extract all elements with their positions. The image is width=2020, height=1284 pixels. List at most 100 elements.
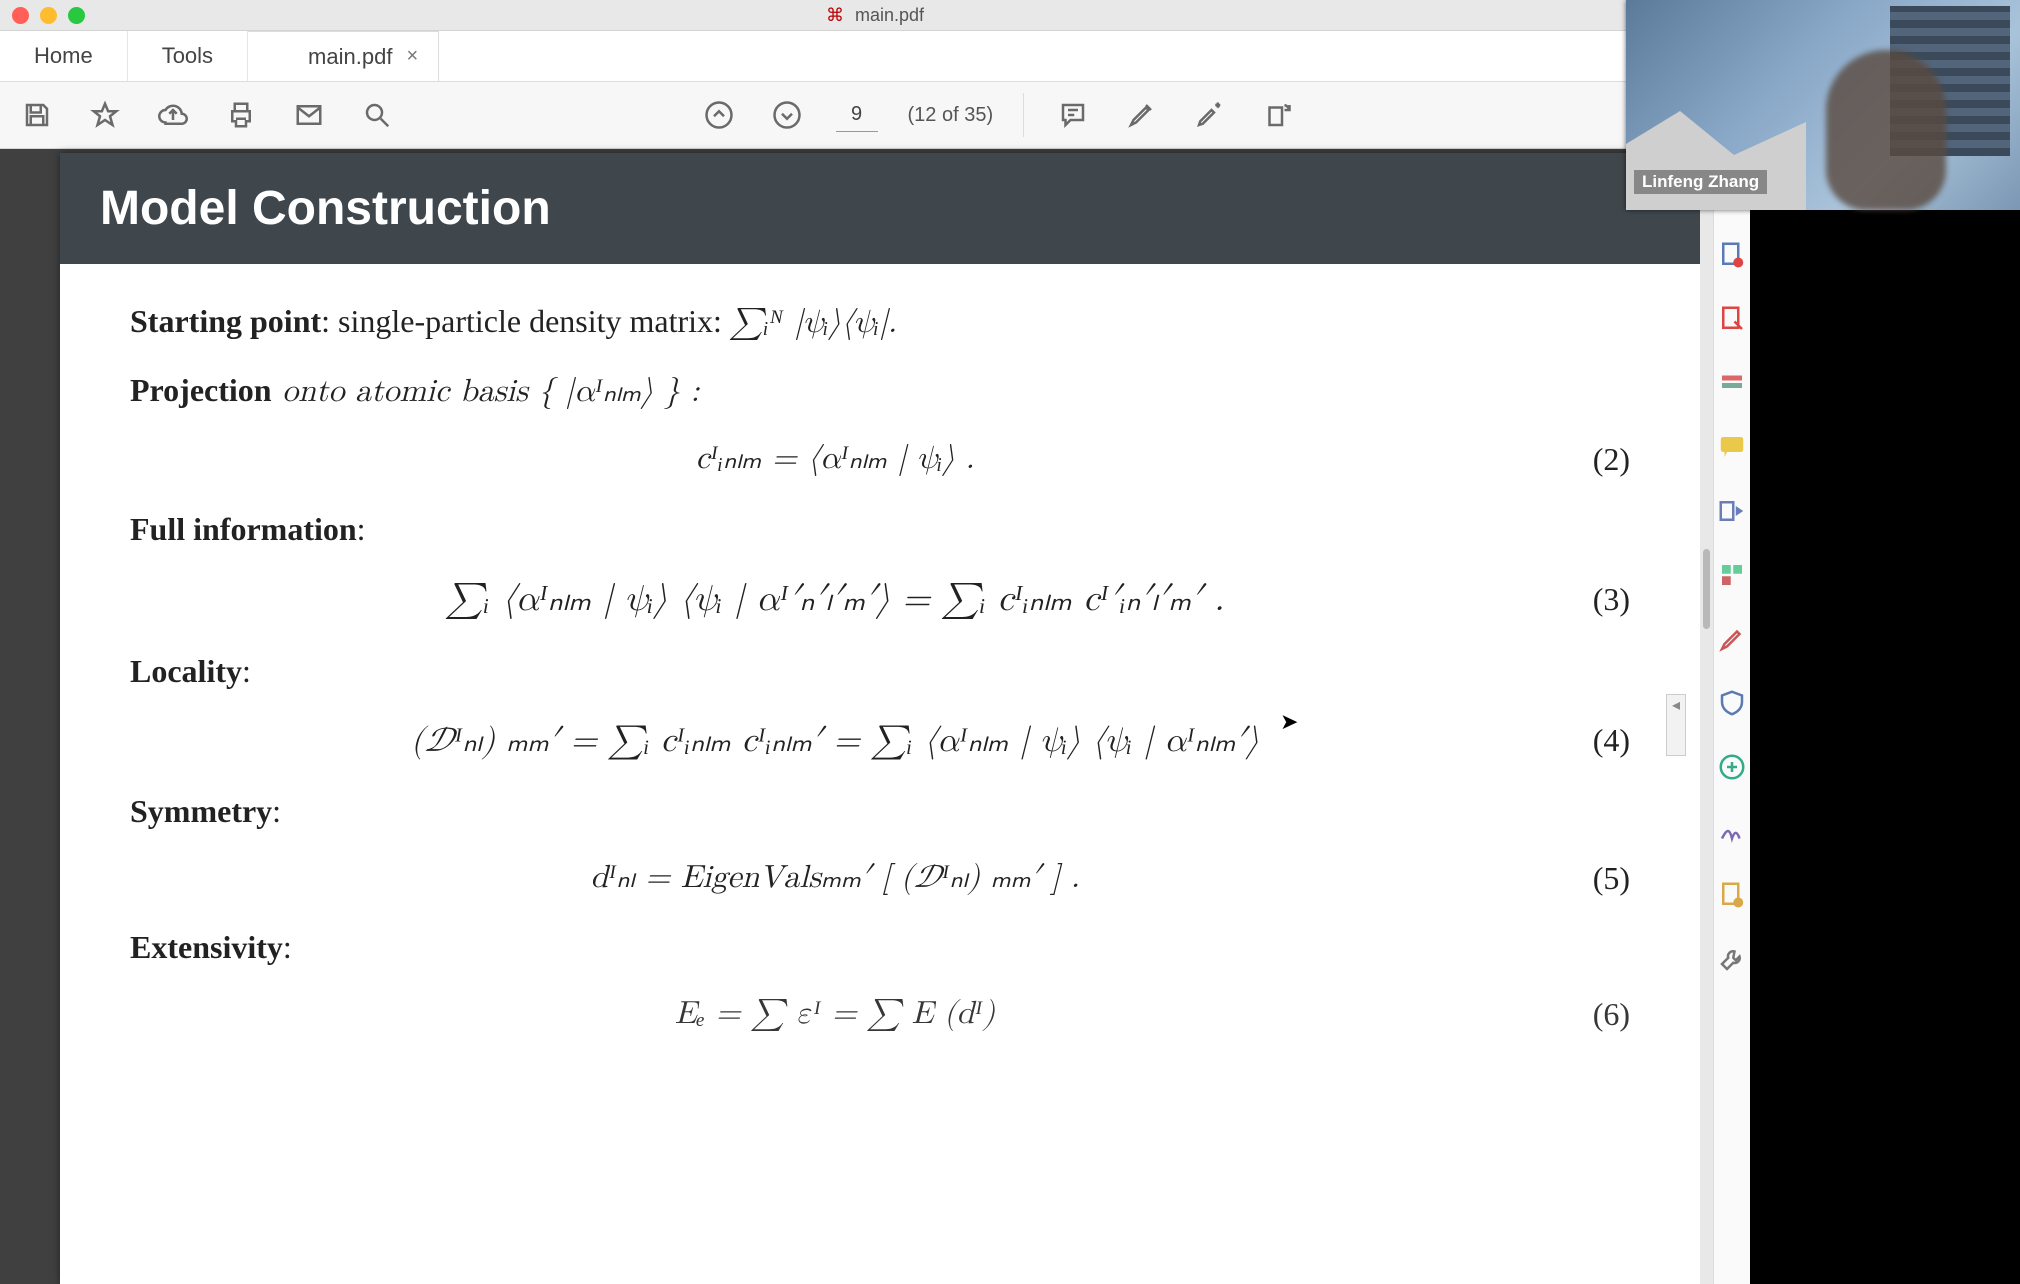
- email-button[interactable]: [290, 96, 328, 134]
- equation-4: (𝒟ᴵₙₗ) ₘₘ′ = ∑ᵢ cᴵᵢₙₗₘ cᴵᵢₙₗₘ′ = ∑ᵢ ⟨αᴵₙ…: [130, 714, 1540, 768]
- print-button[interactable]: [222, 96, 260, 134]
- maximize-window-button[interactable]: [68, 7, 85, 24]
- symmetry-label: Symmetry: [130, 793, 272, 829]
- page-number-input[interactable]: 9: [836, 99, 878, 132]
- tools-rail: [1713, 149, 1750, 1284]
- section-locality: Locality:: [130, 646, 1630, 697]
- equation-6-row: Eₑ = ∑ εᴵ = ∑ E (dᴵ) (6): [130, 989, 1630, 1040]
- section-extensivity: Extensivity:: [130, 922, 1630, 973]
- draw-button[interactable]: [1190, 96, 1228, 134]
- pencil-spark-icon: [1194, 100, 1224, 130]
- tab-tools-label: Tools: [162, 43, 213, 69]
- equation-5-number: (5): [1540, 853, 1630, 904]
- equation-6-number: (6): [1540, 989, 1630, 1040]
- signature-icon: [1717, 816, 1747, 846]
- save-button[interactable]: [18, 96, 56, 134]
- section-symmetry: Symmetry:: [130, 786, 1630, 837]
- projection-label: Projection: [130, 372, 272, 408]
- highlighter-icon: [1126, 100, 1156, 130]
- equation-3-number: (3): [1540, 574, 1630, 625]
- page-down-button[interactable]: [768, 96, 806, 134]
- section-starting-point: Starting point: single-particle density …: [130, 296, 1630, 349]
- vertical-scrollbar[interactable]: [1700, 149, 1713, 1284]
- rotate-button[interactable]: [1258, 96, 1296, 134]
- close-tab-icon[interactable]: ×: [406, 45, 418, 68]
- pdf-file-icon: ⌘: [826, 5, 844, 25]
- pdf-page: Model Construction Starting point: singl…: [60, 153, 1700, 1284]
- starting-point-formula: ∑ᵢᴺ |ψᵢ⟩⟨ψᵢ|.: [730, 307, 897, 339]
- combine-files-icon: [1717, 496, 1747, 526]
- save-icon: [22, 100, 52, 130]
- page-gutter: [4, 153, 60, 1284]
- extensivity-label: Extensivity: [130, 929, 283, 965]
- tab-tools[interactable]: Tools: [128, 31, 248, 81]
- full-information-label: Full information: [130, 511, 357, 547]
- comment-bubble-icon: [1717, 432, 1747, 462]
- page-count-label: (12 of 35): [908, 104, 994, 127]
- equation-2-number: (2): [1540, 434, 1630, 485]
- page-pencil-icon: [1717, 304, 1747, 334]
- equation-5: dᴵₙₗ = EigenValsₘₘ′ [ (𝒟ᴵₙₗ) ₘₘ′ ] .: [130, 853, 1540, 904]
- locality-label: Locality: [130, 653, 242, 689]
- tab-bar: Home Tools main.pdf × ?: [0, 31, 1750, 82]
- toolbar-separator: [1023, 93, 1024, 137]
- comment-button[interactable]: [1054, 96, 1092, 134]
- toolbar: 9 (12 of 35): [0, 82, 1750, 149]
- presenter-webcam: Linfeng Zhang: [1626, 0, 2020, 210]
- equation-4-number: (4): [1540, 715, 1630, 766]
- organize-pages-icon: [1717, 560, 1747, 590]
- page-arrow-icon: [1717, 240, 1747, 270]
- rail-combine-button[interactable]: [1714, 493, 1750, 529]
- highlight-button[interactable]: [1122, 96, 1160, 134]
- rail-organize-button[interactable]: [1714, 557, 1750, 593]
- cloud-upload-icon: [158, 100, 188, 130]
- equation-2-row: cᴵᵢₙₗₘ = ⟨αᴵₙₗₘ | ψᵢ⟩ . (2): [130, 434, 1630, 485]
- rail-more-tools-button[interactable]: [1714, 941, 1750, 977]
- projection-text: onto atomic basis { |αᴵₙₗₘ⟩ } :: [272, 376, 700, 408]
- compress-icon: [1717, 752, 1747, 782]
- page-convert-icon: [1717, 880, 1747, 910]
- star-button[interactable]: [86, 96, 124, 134]
- window-title-text: main.pdf: [855, 5, 924, 25]
- section-full-information: Full information:: [130, 504, 1630, 555]
- window-title: ⌘ main.pdf: [0, 5, 1750, 26]
- rotate-page-icon: [1262, 100, 1292, 130]
- mouse-cursor-icon: ➤: [1280, 709, 1298, 735]
- rail-collapse-button[interactable]: ◂: [1666, 694, 1686, 756]
- starting-point-text: : single-particle density matrix:: [321, 303, 730, 339]
- rail-sign-button[interactable]: [1714, 813, 1750, 849]
- toolbar-group-annotate: [1054, 96, 1296, 134]
- upload-button[interactable]: [154, 96, 192, 134]
- equation-6: Eₑ = ∑ εᴵ = ∑ E (dᴵ): [130, 989, 1540, 1040]
- tab-home-label: Home: [34, 43, 93, 69]
- tab-home[interactable]: Home: [0, 31, 128, 81]
- webcam-presenter-silhouette: [1826, 50, 1946, 210]
- close-window-button[interactable]: [12, 7, 29, 24]
- document-area: Model Construction Starting point: singl…: [0, 149, 1750, 1284]
- page-up-button[interactable]: [700, 96, 738, 134]
- rail-edit-pdf-button[interactable]: [1714, 301, 1750, 337]
- search-button[interactable]: [358, 96, 396, 134]
- mac-titlebar: ⌘ main.pdf: [0, 0, 1750, 31]
- rail-comment-button[interactable]: [1714, 429, 1750, 465]
- rail-convert-button[interactable]: [1714, 877, 1750, 913]
- scrollbar-thumb[interactable]: [1703, 549, 1710, 629]
- rail-create-pdf-button[interactable]: [1714, 365, 1750, 401]
- document-viewport[interactable]: Model Construction Starting point: singl…: [0, 149, 1700, 1284]
- tabbar-spacer: [439, 31, 1690, 81]
- toolbar-group-file: [18, 96, 396, 134]
- rail-export-pdf-button[interactable]: [1714, 237, 1750, 273]
- minimize-window-button[interactable]: [40, 7, 57, 24]
- rail-protect-button[interactable]: [1714, 685, 1750, 721]
- slide-title: Model Construction: [60, 153, 1700, 264]
- rail-compress-button[interactable]: [1714, 749, 1750, 785]
- rail-redact-button[interactable]: [1714, 621, 1750, 657]
- speech-bubble-icon: [1058, 100, 1088, 130]
- magnifier-icon: [362, 100, 392, 130]
- shield-icon: [1717, 688, 1747, 718]
- page-stack-icon: [1717, 368, 1747, 398]
- print-icon: [226, 100, 256, 130]
- pdf-reader-window: ⌘ main.pdf Home Tools main.pdf × ?: [0, 0, 1750, 1284]
- chevron-left-icon: ◂: [1672, 695, 1680, 715]
- tab-document[interactable]: main.pdf ×: [248, 31, 439, 81]
